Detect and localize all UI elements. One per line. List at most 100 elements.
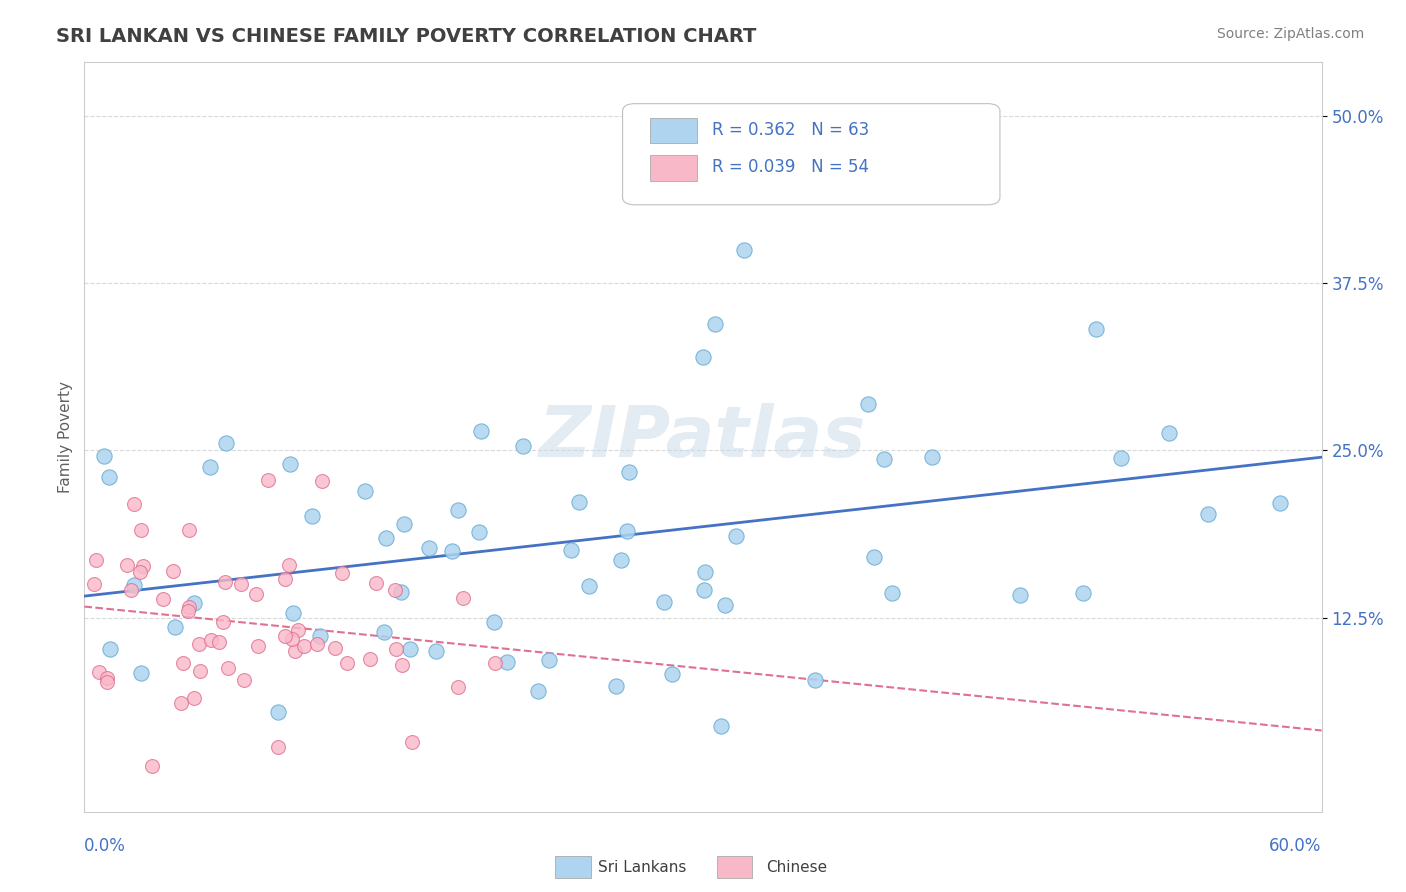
Point <box>373 624 395 639</box>
Point <box>278 457 301 471</box>
Point <box>177 599 200 614</box>
Point <box>1157 425 1180 440</box>
Point <box>1010 588 1032 602</box>
Point <box>692 582 714 597</box>
Text: Chinese: Chinese <box>766 860 827 874</box>
Bar <box>650 118 697 144</box>
Point <box>207 634 229 648</box>
Point <box>162 565 184 579</box>
Point <box>418 541 440 556</box>
Point <box>122 497 145 511</box>
Point <box>132 558 155 573</box>
Point <box>217 661 239 675</box>
Point <box>284 644 307 658</box>
Point <box>693 565 716 579</box>
Point <box>1109 451 1132 466</box>
Point <box>257 473 280 487</box>
Point <box>308 629 330 643</box>
Point <box>214 574 236 589</box>
Text: R = 0.362   N = 63: R = 0.362 N = 63 <box>711 121 869 139</box>
Point <box>495 655 517 669</box>
Point <box>568 495 591 509</box>
Point <box>654 595 676 609</box>
Point <box>231 577 253 591</box>
Point <box>804 673 827 687</box>
Text: R = 0.039   N = 54: R = 0.039 N = 54 <box>711 159 869 177</box>
FancyBboxPatch shape <box>623 103 1000 205</box>
Point <box>170 696 193 710</box>
Point <box>187 637 209 651</box>
Point <box>330 566 353 580</box>
Point <box>96 672 118 686</box>
Point <box>359 651 381 665</box>
Point <box>141 759 163 773</box>
Point <box>165 620 187 634</box>
Point <box>714 598 737 612</box>
Point <box>384 582 406 597</box>
Point <box>84 553 107 567</box>
Point <box>278 558 301 573</box>
Point <box>873 452 896 467</box>
Point <box>354 483 377 498</box>
Text: Source: ZipAtlas.com: Source: ZipAtlas.com <box>1216 27 1364 41</box>
Point <box>856 397 879 411</box>
Point <box>305 637 328 651</box>
Point <box>301 509 323 524</box>
Point <box>446 681 468 695</box>
Point <box>183 691 205 706</box>
Point <box>267 706 290 720</box>
Point <box>152 591 174 606</box>
Point <box>578 579 600 593</box>
Point <box>401 735 423 749</box>
Point <box>537 653 560 667</box>
Text: ZIPatlas: ZIPatlas <box>540 402 866 472</box>
Point <box>273 572 295 586</box>
Point <box>198 460 221 475</box>
Text: Sri Lankans: Sri Lankans <box>598 860 686 874</box>
Point <box>862 549 884 564</box>
Point <box>467 525 489 540</box>
Point <box>176 604 198 618</box>
Point <box>617 465 640 479</box>
Point <box>939 136 962 150</box>
Point <box>124 578 146 592</box>
Point <box>384 642 406 657</box>
Y-axis label: Family Poverty: Family Poverty <box>58 381 73 493</box>
Point <box>274 629 297 643</box>
Point <box>120 583 142 598</box>
Point <box>725 529 748 543</box>
Point <box>336 657 359 671</box>
Point <box>267 739 290 754</box>
Point <box>692 350 714 364</box>
Point <box>1071 585 1094 599</box>
Point <box>233 673 256 687</box>
Point <box>451 591 474 606</box>
Point <box>98 642 121 657</box>
Point <box>703 317 725 331</box>
Point <box>311 474 333 488</box>
Point <box>245 587 267 601</box>
Point <box>374 532 396 546</box>
Point <box>425 644 447 658</box>
Point <box>129 665 152 680</box>
Point <box>512 439 534 453</box>
Text: 0.0%: 0.0% <box>84 837 127 855</box>
Point <box>292 639 315 653</box>
Point <box>212 615 235 630</box>
Bar <box>650 155 697 181</box>
Point <box>129 523 152 537</box>
Point <box>470 424 492 438</box>
Point <box>93 450 115 464</box>
Point <box>281 632 304 647</box>
Point <box>447 503 470 517</box>
Point <box>440 544 463 558</box>
Point <box>214 436 236 450</box>
Point <box>183 596 205 610</box>
Point <box>323 640 346 655</box>
Point <box>128 565 150 579</box>
Point <box>172 656 194 670</box>
Point <box>389 585 412 599</box>
Point <box>83 577 105 591</box>
Point <box>484 615 506 629</box>
Point <box>880 586 903 600</box>
